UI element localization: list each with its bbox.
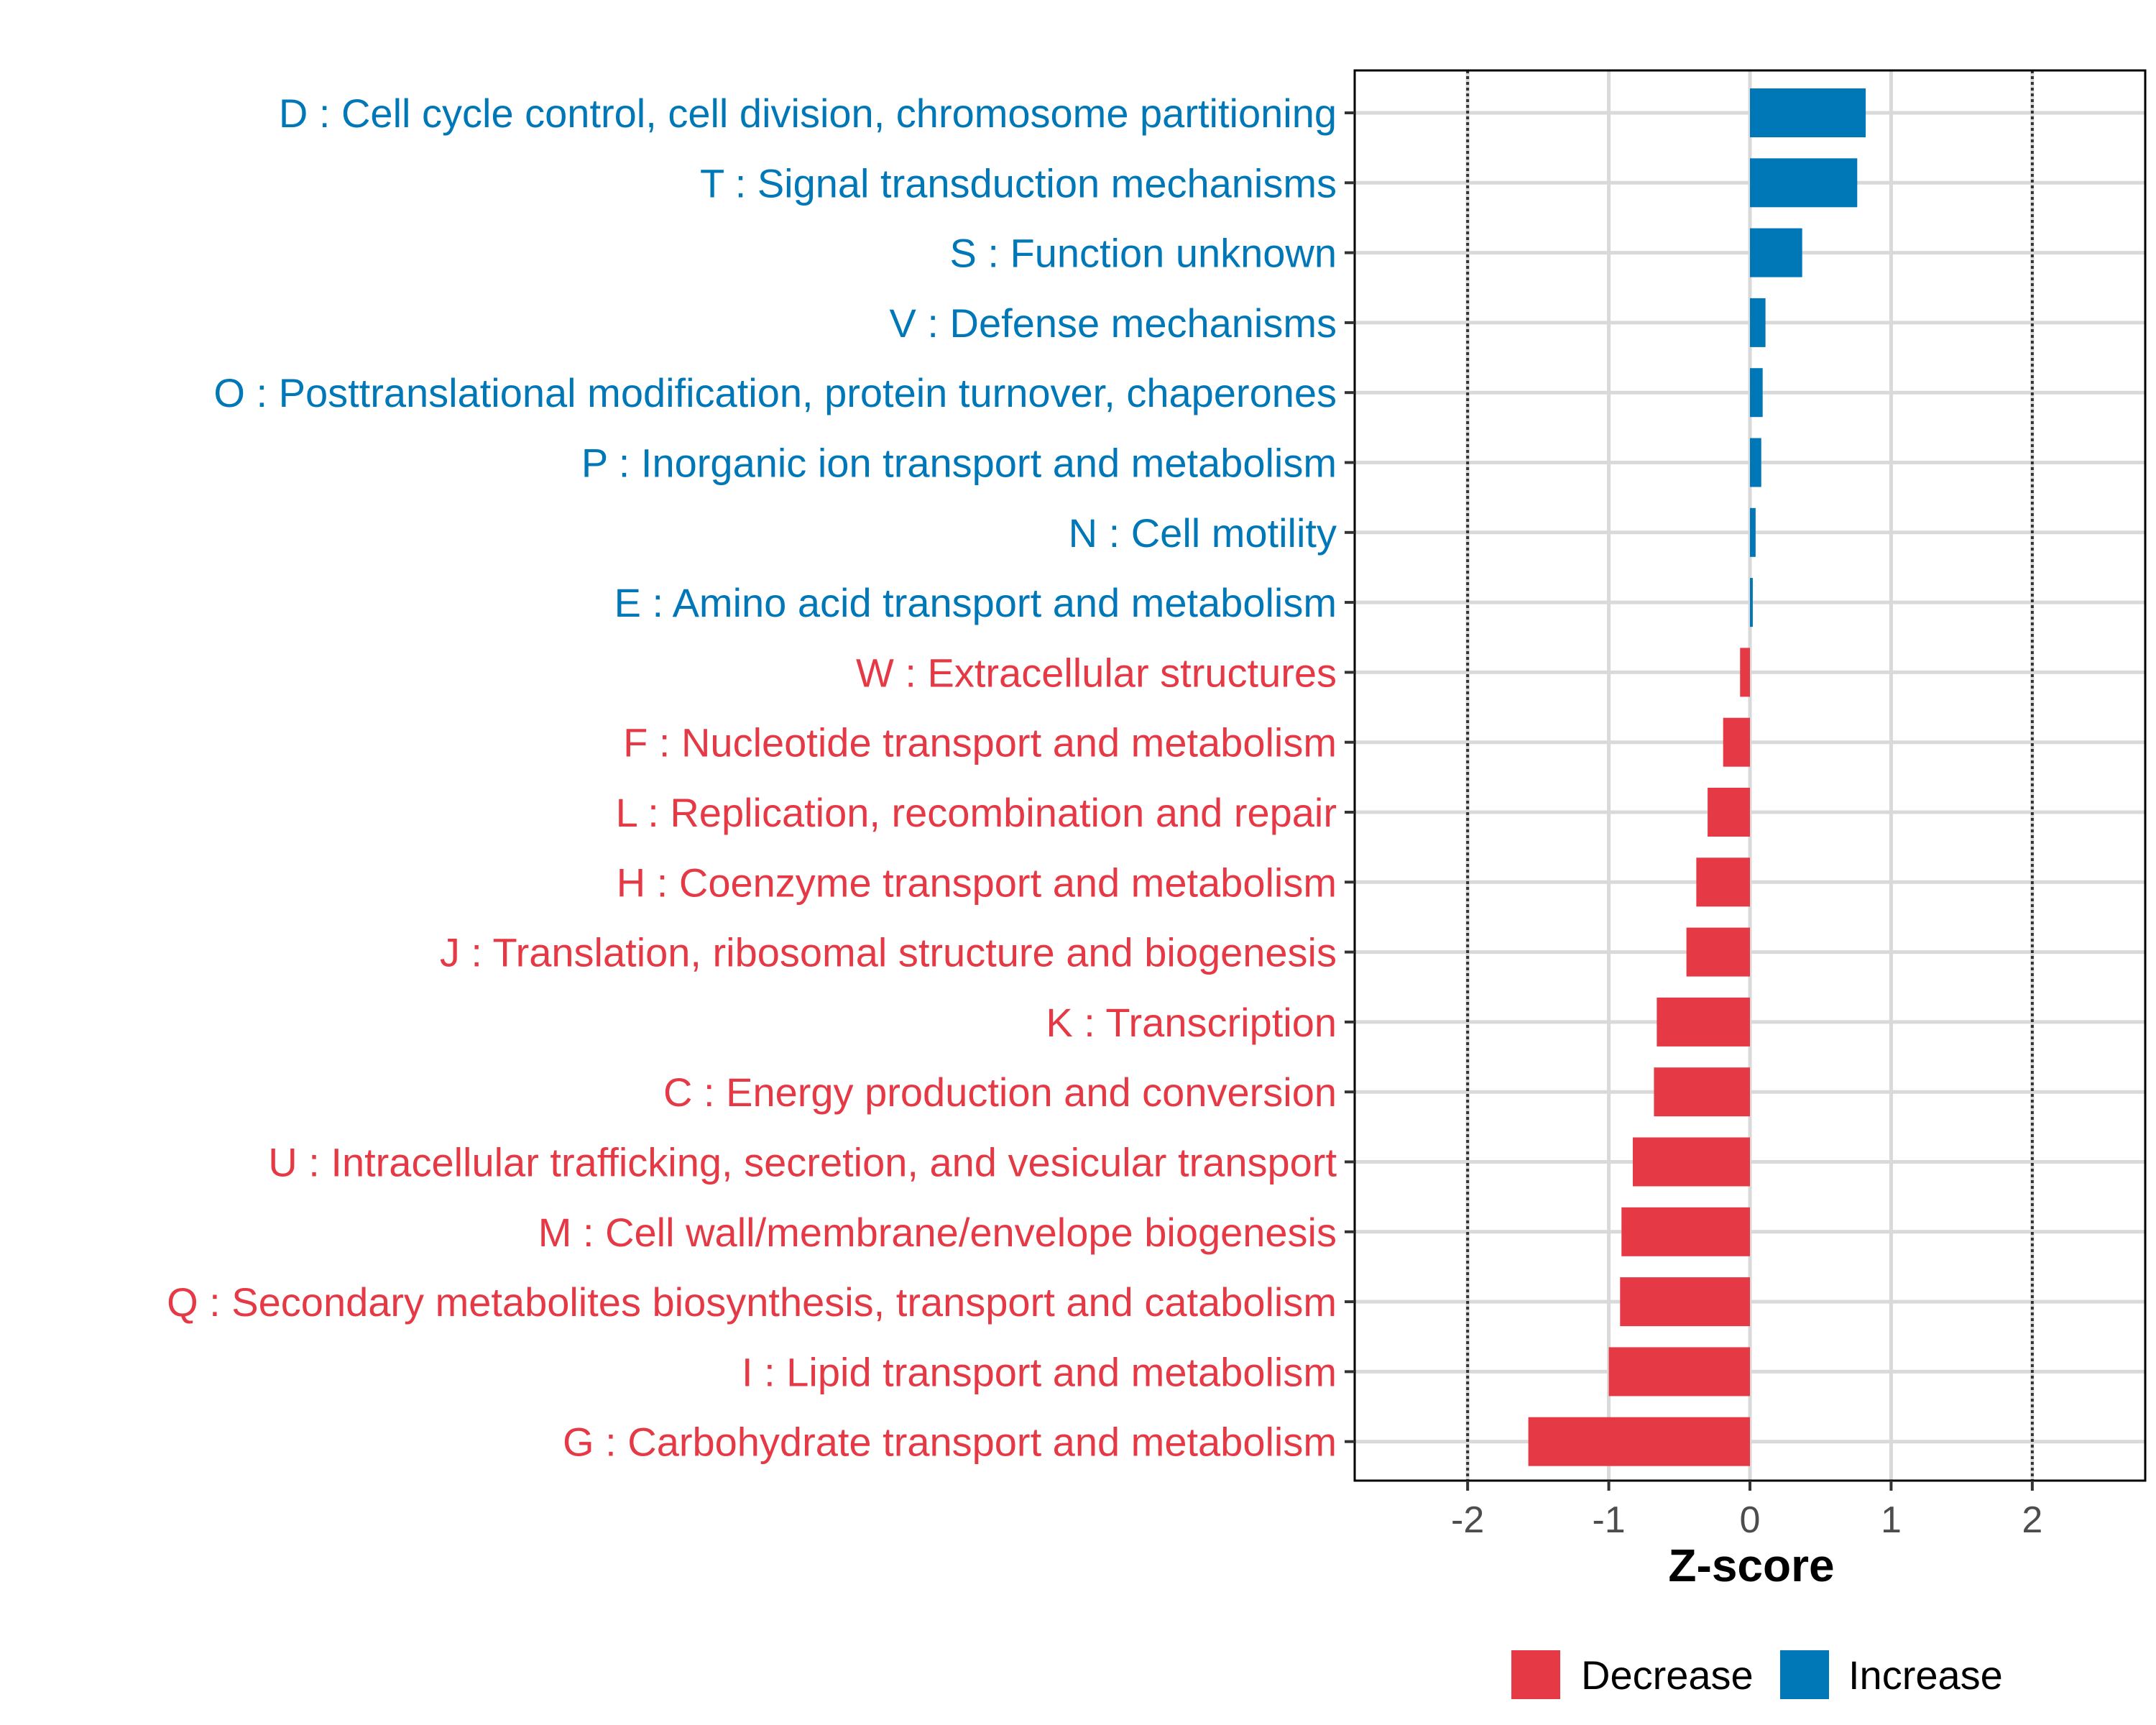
bar <box>1740 648 1750 697</box>
category-label: H : Coenzyme transport and metabolism <box>617 860 1337 905</box>
category-label: V : Defense mechanisms <box>890 300 1337 346</box>
category-label: W : Extracellular structures <box>856 650 1337 695</box>
category-label: P : Inorganic ion transport and metaboli… <box>581 441 1337 486</box>
legend-label-increase: Increase <box>1848 1652 2003 1698</box>
bar <box>1723 717 1750 767</box>
bar <box>1620 1277 1750 1327</box>
bar <box>1654 1067 1750 1117</box>
category-label: J : Translation, ribosomal structure and… <box>440 930 1337 975</box>
bar <box>1696 857 1750 907</box>
bar <box>1528 1417 1750 1466</box>
legend-key-decrease <box>1511 1650 1560 1699</box>
bar <box>1750 88 1866 137</box>
bar <box>1632 1137 1750 1187</box>
category-label: I : Lipid transport and metabolism <box>742 1349 1337 1394</box>
category-label: C : Energy production and conversion <box>663 1070 1337 1115</box>
category-label: O : Posttranslational modification, prot… <box>213 370 1337 415</box>
legend-key-increase <box>1780 1650 1829 1699</box>
bar <box>1686 927 1750 977</box>
category-label: S : Function unknown <box>949 231 1337 276</box>
category-label: D : Cell cycle control, cell division, c… <box>279 91 1337 136</box>
bar <box>1657 997 1750 1046</box>
bar <box>1708 788 1750 837</box>
bar <box>1750 228 1802 277</box>
category-label: M : Cell wall/membrane/envelope biogenes… <box>538 1210 1337 1255</box>
x-tick-label: 0 <box>1740 1499 1761 1541</box>
bar <box>1750 368 1763 418</box>
bar <box>1750 158 1858 208</box>
x-axis-title: Z-score <box>1668 1540 1834 1591</box>
x-tick-label: -1 <box>1592 1499 1625 1541</box>
x-tick-label: 1 <box>1881 1499 1902 1541</box>
legend: Decrease Increase <box>1511 1650 2003 1699</box>
x-tick-label: 2 <box>2022 1499 2042 1541</box>
category-label: G : Carbohydrate transport and metabolis… <box>563 1420 1337 1465</box>
category-label: N : Cell motility <box>1069 510 1337 556</box>
bar <box>1750 507 1756 557</box>
category-label: Q : Secondary metabolites biosynthesis, … <box>167 1279 1337 1325</box>
legend-label-decrease: Decrease <box>1581 1652 1754 1698</box>
category-label: F : Nucleotide transport and metabolism <box>623 720 1337 765</box>
category-label: T : Signal transduction mechanisms <box>700 160 1337 206</box>
axis-layer: D : Cell cycle control, cell division, c… <box>167 91 2042 1541</box>
bar <box>1608 1347 1750 1397</box>
x-tick-label: -2 <box>1451 1499 1484 1541</box>
category-label: E : Amino acid transport and metabolism <box>614 580 1337 625</box>
bar-layer <box>1528 88 1866 1466</box>
category-label: U : Intracellular trafficking, secretion… <box>268 1140 1337 1185</box>
category-label: K : Transcription <box>1046 1000 1337 1045</box>
category-label: L : Replication, recombination and repai… <box>616 790 1337 835</box>
bar <box>1750 438 1761 487</box>
bar <box>1621 1207 1750 1256</box>
bar <box>1750 578 1753 627</box>
bar <box>1750 298 1766 347</box>
